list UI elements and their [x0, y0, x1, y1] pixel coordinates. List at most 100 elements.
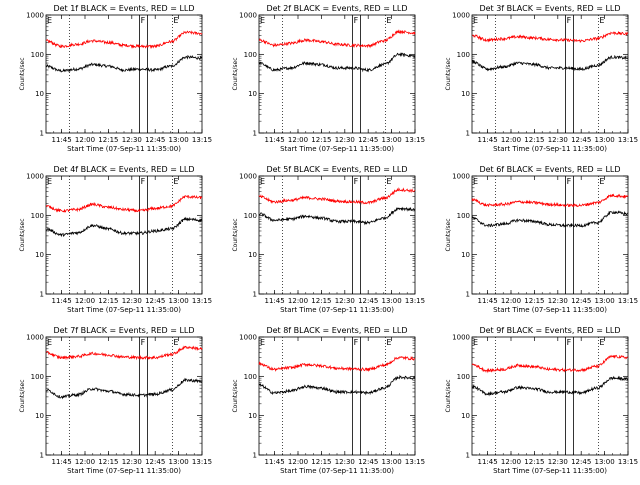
series-lld-line	[45, 195, 203, 213]
series-lld-line	[471, 31, 629, 43]
flag-label: E	[599, 177, 604, 186]
series-events-line	[258, 52, 415, 73]
y-tick-label: 10	[461, 90, 470, 98]
x-tick-label: 12:15	[524, 458, 544, 466]
y-tick-label: 100	[244, 212, 257, 220]
x-tick-label: 12:30	[548, 136, 568, 144]
x-tick-label: 12:45	[571, 297, 591, 305]
y-axis-label: Counts/sec	[445, 218, 452, 251]
flag-label: E	[386, 16, 391, 25]
y-tick-label: 1	[466, 130, 470, 138]
flag-label: F	[567, 177, 572, 186]
detector-panel: Det 4f BLACK = Events, RED = LLD 1 10 100 10…	[19, 165, 212, 314]
x-tick-label: 13:00	[169, 458, 189, 466]
detector-panel: Det 2f BLACK = Events, RED = LLD 1 10 100 10…	[232, 4, 425, 153]
x-axis-label: Start Time (07-Sep-11 11:35:00)	[493, 145, 607, 153]
flag-label: F	[567, 16, 572, 25]
x-tick-label: 12:30	[548, 458, 568, 466]
flag-label: F	[141, 16, 146, 25]
y-tick-label: 100	[457, 212, 470, 220]
x-tick-label: 12:45	[358, 297, 378, 305]
flag-label: E	[260, 177, 265, 186]
y-tick-label: 100	[457, 51, 470, 59]
panel-title: Det 6f BLACK = Events, RED = LLD	[479, 165, 620, 174]
x-tick-label: 12:00	[75, 458, 95, 466]
x-axis-label: Start Time (07-Sep-11 11:35:00)	[67, 145, 181, 153]
y-tick-label: 1	[253, 130, 257, 138]
series-events-line	[45, 54, 203, 73]
x-tick-label: 11:45	[478, 297, 498, 305]
x-tick-label: 11:45	[265, 458, 285, 466]
x-tick-label: 13:00	[595, 297, 615, 305]
y-axis-label: Counts/sec	[232, 57, 239, 90]
x-axis-label: Start Time (07-Sep-11 11:35:00)	[280, 306, 394, 314]
x-tick-label: 13:15	[192, 458, 212, 466]
y-tick-label: 1000	[239, 173, 257, 181]
y-axis-label: Counts/sec	[19, 57, 26, 90]
x-tick-label: 12:15	[524, 297, 544, 305]
series-lld-line	[471, 354, 629, 374]
panel-title: Det 7f BLACK = Events, RED = LLD	[53, 326, 194, 335]
y-tick-label: 1	[253, 291, 257, 299]
flag-label: F	[567, 338, 572, 347]
axis-frame	[258, 336, 416, 456]
y-tick-label: 1	[40, 130, 44, 138]
y-tick-label: 1000	[452, 173, 470, 181]
flag-label: F	[354, 338, 359, 347]
y-axis-label: Counts/sec	[445, 379, 452, 412]
x-tick-label: 13:00	[382, 297, 402, 305]
series-lld-line	[471, 193, 629, 208]
x-tick-label: 12:15	[311, 136, 331, 144]
x-tick-label: 12:15	[98, 136, 118, 144]
x-tick-label: 13:15	[192, 136, 212, 144]
series-lld-line	[45, 30, 203, 49]
x-tick-label: 13:15	[405, 136, 425, 144]
x-axis-label: Start Time (07-Sep-11 11:35:00)	[280, 145, 394, 153]
axis-frame	[45, 14, 203, 134]
y-tick-label: 1000	[26, 12, 44, 20]
y-tick-label: 1000	[239, 12, 257, 20]
y-tick-label: 100	[457, 373, 470, 381]
x-tick-label: 13:00	[382, 136, 402, 144]
detector-panel: Det 5f BLACK = Events, RED = LLD 1 10 100 10…	[232, 165, 425, 314]
series-lld-line	[258, 355, 416, 373]
axis-frame	[471, 14, 629, 134]
axis-frame	[258, 14, 416, 134]
panel-title: Det 8f BLACK = Events, RED = LLD	[266, 326, 407, 335]
x-axis-label: Start Time (07-Sep-11 11:35:00)	[67, 306, 181, 314]
y-tick-label: 1	[40, 452, 44, 460]
flag-label: E	[260, 338, 265, 347]
flag-label: E	[386, 338, 391, 347]
x-tick-label: 12:30	[122, 458, 142, 466]
x-tick-label: 11:45	[52, 297, 72, 305]
flag-label: E	[47, 338, 52, 347]
flag-label: F	[354, 16, 359, 25]
x-tick-label: 12:45	[358, 136, 378, 144]
x-tick-label: 12:00	[288, 458, 308, 466]
y-tick-label: 1	[466, 452, 470, 460]
flag-label: E	[473, 16, 478, 25]
flag-label: E	[260, 16, 265, 25]
x-tick-label: 13:15	[405, 297, 425, 305]
flag-label: F	[141, 177, 146, 186]
x-tick-label: 12:30	[335, 458, 355, 466]
y-tick-label: 100	[244, 373, 257, 381]
y-tick-label: 10	[461, 251, 470, 259]
y-axis-label: Counts/sec	[232, 218, 239, 251]
series-events-line	[45, 377, 203, 400]
detector-panel: Det 3f BLACK = Events, RED = LLD 1 10 100 10…	[445, 4, 638, 153]
x-tick-label: 13:15	[405, 458, 425, 466]
x-tick-label: 13:00	[595, 458, 615, 466]
x-tick-label: 13:15	[618, 136, 638, 144]
x-axis-label: Start Time (07-Sep-11 11:35:00)	[493, 467, 607, 475]
flag-label: F	[141, 338, 146, 347]
panel-title: Det 5f BLACK = Events, RED = LLD	[266, 165, 407, 174]
x-tick-label: 12:15	[524, 136, 544, 144]
x-tick-label: 13:00	[169, 136, 189, 144]
flag-label: E	[173, 16, 178, 25]
panel-title: Det 4f BLACK = Events, RED = LLD	[53, 165, 194, 174]
x-axis-label: Start Time (07-Sep-11 11:35:00)	[280, 467, 394, 475]
x-tick-label: 11:45	[265, 136, 285, 144]
